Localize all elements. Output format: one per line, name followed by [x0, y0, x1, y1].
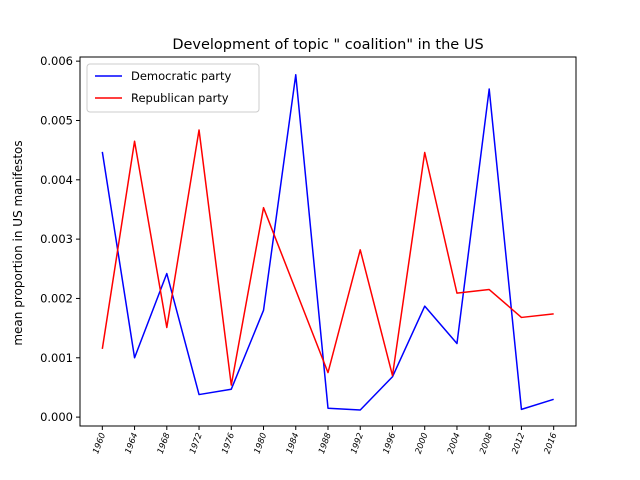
x-tick-label: 1984: [285, 432, 302, 456]
x-tick-label: 2004: [446, 432, 463, 456]
x-tick-label: 1976: [220, 431, 237, 455]
x-tick-label: 1980: [253, 432, 270, 456]
x-tick-label: 1960: [91, 432, 108, 456]
y-axis-label: mean proportion in US manifestos: [11, 140, 25, 345]
y-tick-label: 0.003: [40, 232, 73, 246]
x-axis: 1960 1964 1968 1972 1976 1980 1984 1988 1992 1996…: [91, 426, 560, 456]
legend-label-republican: Republican party: [131, 91, 229, 105]
y-tick-label: 0.002: [40, 291, 73, 305]
y-tick-label: 0.000: [40, 410, 73, 424]
y-tick-label: 0.004: [40, 173, 73, 187]
legend-label-democratic: Democratic party: [131, 69, 232, 83]
x-tick-label: 1996: [382, 431, 399, 455]
chart-title: Development of topic " coalition" in the…: [172, 37, 483, 53]
series-line-democratic-party: [101, 74, 554, 411]
y-tick-label: 0.006: [40, 54, 73, 68]
x-tick-label: 1972: [188, 432, 205, 456]
x-tick-label: 1968: [156, 431, 173, 455]
y-tick-label: 0.001: [40, 351, 73, 365]
x-tick-label: 2012: [510, 432, 527, 456]
x-tick-label: 2016: [543, 431, 560, 455]
y-tick-label: 0.005: [40, 113, 73, 127]
x-tick-label: 1992: [349, 432, 366, 456]
x-tick-label: 2008: [478, 431, 495, 455]
x-tick-label: 2000: [414, 432, 431, 456]
series-line-republican-party: [101, 129, 554, 386]
x-tick-label: 1988: [317, 431, 334, 455]
y-axis: 0.000 0.001 0.002 0.003 0.004 0.005 0.006: [40, 54, 80, 424]
x-tick-label: 1964: [124, 432, 141, 456]
plot-lines: [101, 74, 554, 411]
legend-box: [86, 63, 260, 113]
legend: Democratic party Republican party: [86, 63, 260, 113]
